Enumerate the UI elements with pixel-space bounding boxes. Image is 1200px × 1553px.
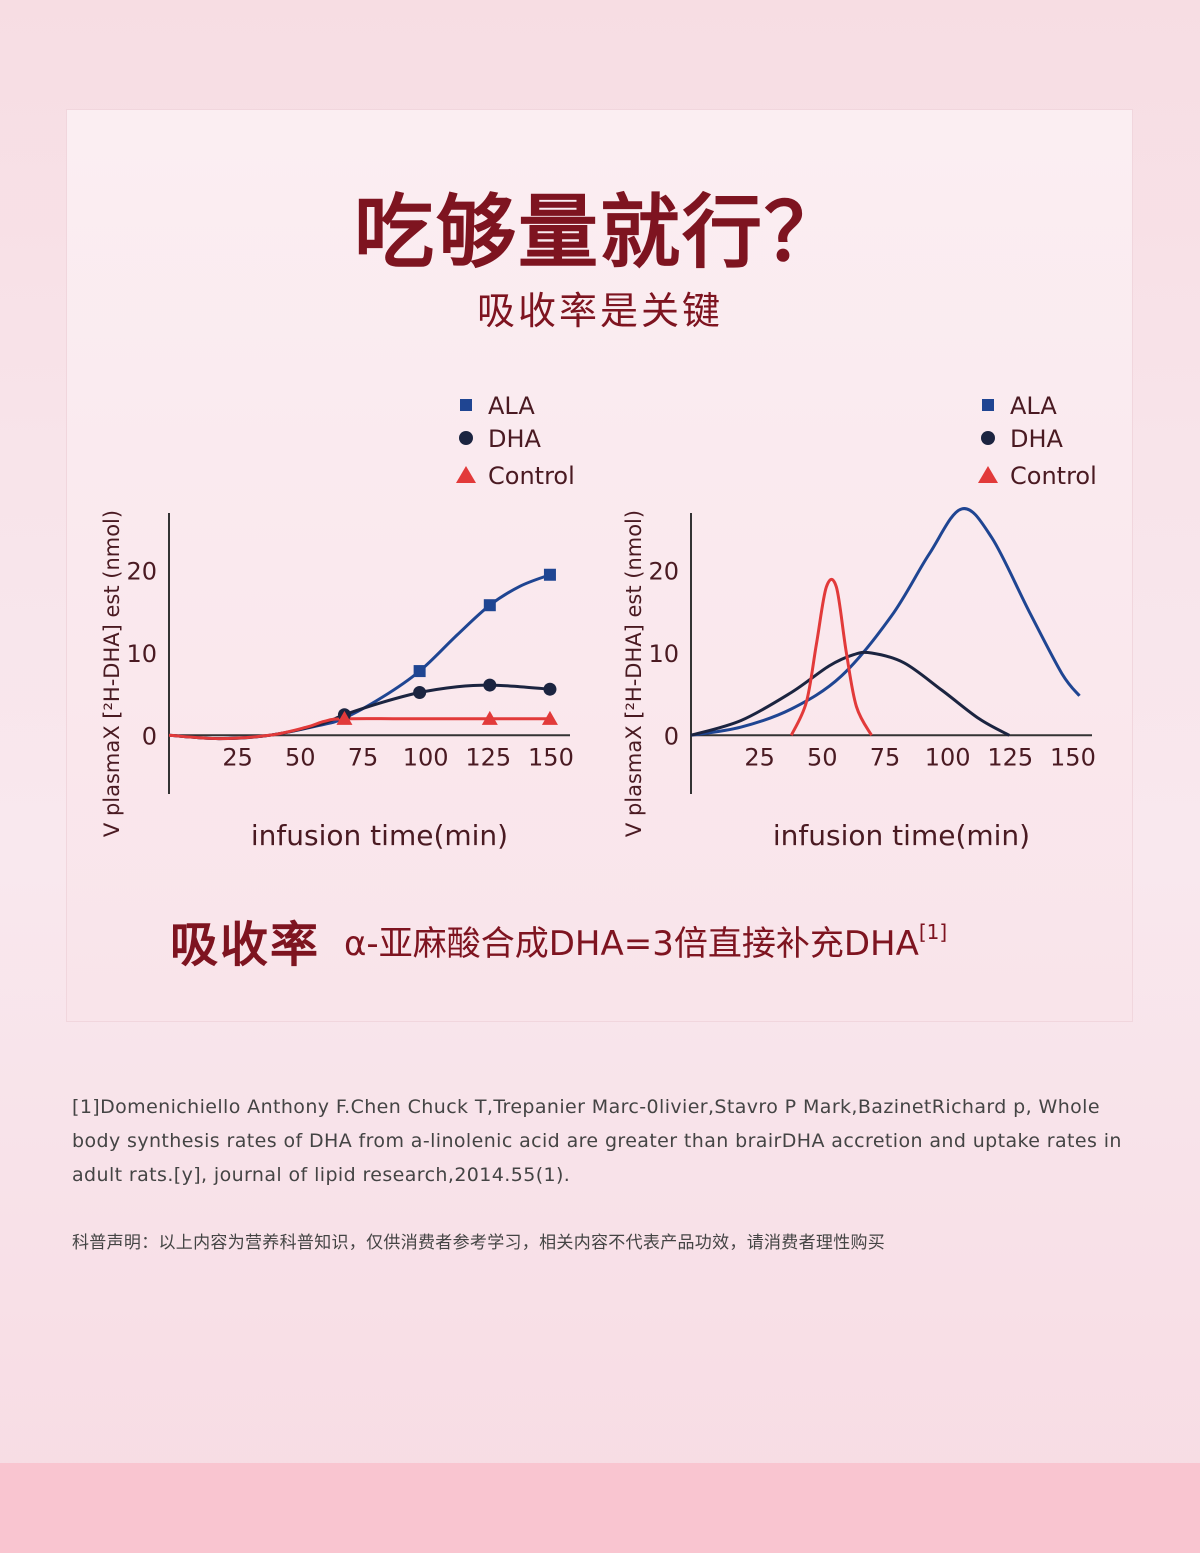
page-title: 吃够量就行？ (354, 186, 846, 279)
x-tick-label: 150 (528, 743, 574, 771)
y-tick-label: 10 (126, 640, 157, 668)
x-tick-label: 25 (222, 743, 253, 771)
legend-marker-dha (981, 431, 995, 445)
conclusion-line: 吸收率 α-亚麻酸合成DHA=3倍直接补充DHA[1] (170, 905, 1070, 975)
conclusion-ref: [1] (918, 919, 948, 944)
legend-label: Control (1010, 462, 1097, 490)
x-tick-label: 100 (403, 743, 449, 771)
marker-ala (413, 665, 426, 678)
marker-control (481, 710, 498, 725)
y-tick-label: 0 (664, 722, 679, 750)
x-tick-label: 25 (744, 743, 775, 771)
chart-right: 0 10 20 25 50 75 100 125 150 infusion time(min) V … (622, 392, 1097, 852)
x-tick-label: 50 (285, 743, 316, 771)
x-tick-label: 125 (465, 743, 511, 771)
legend-marker-control (978, 466, 998, 483)
marker-ala (483, 599, 496, 612)
page-subtitle: 吸收率是关键 (476, 289, 723, 333)
legend-marker-dha (459, 431, 473, 445)
marker-dha (413, 685, 427, 699)
legend-marker-control (456, 466, 476, 483)
series-line-control (789, 577, 873, 737)
marker-control (541, 710, 558, 725)
y-tick-label: 0 (142, 722, 157, 750)
marker-dha (543, 682, 557, 696)
marker-control (336, 710, 353, 725)
y-axis-label: V plasmaX [²H-DHA] est (nmol) (100, 510, 124, 837)
x-tick-label: 100 (925, 743, 971, 771)
series-line-dha (690, 650, 1011, 737)
x-tick-label: 50 (807, 743, 838, 771)
disclaimer-text: 科普声明：以上内容为营养科普知识，仅供消费者参考学习，相关内容不代表产品功效，请… (72, 1233, 886, 1253)
legend-label: DHA (488, 425, 542, 453)
legend-label: ALA (488, 392, 535, 420)
conclusion-text-body: α-亚麻酸合成DHA=3倍直接补充DHA (344, 923, 919, 964)
x-axis-label: infusion time(min) (251, 819, 508, 852)
conclusion-text: α-亚麻酸合成DHA=3倍直接补充DHA[1] (344, 920, 947, 964)
legend-label: Control (488, 462, 575, 490)
legend-label: ALA (1010, 392, 1057, 420)
x-tick-label: 150 (1050, 743, 1096, 771)
series-line-control (168, 717, 550, 741)
y-tick-label: 20 (126, 558, 157, 586)
series-line-ala (690, 507, 1081, 737)
content-card (66, 109, 1133, 1022)
x-axis-label: infusion time(min) (773, 819, 1030, 852)
marker-dha (483, 678, 497, 692)
x-tick-label: 75 (870, 743, 901, 771)
bottom-band (0, 1463, 1200, 1553)
legend-marker-ala (460, 399, 472, 411)
x-tick-label: 75 (348, 743, 379, 771)
y-axis-label: V plasmaX [²H-DHA] est (nmol) (622, 510, 646, 837)
y-tick-label: 20 (648, 558, 679, 586)
legend-marker-ala (982, 399, 994, 411)
legend-label: DHA (1010, 425, 1064, 453)
y-tick-label: 10 (648, 640, 679, 668)
conclusion-key: 吸收率 (170, 917, 321, 973)
reference-text: [1]Domenichiello Anthony F.Chen Chuck T,… (72, 1096, 1122, 1186)
marker-ala (543, 568, 556, 581)
chart-left: 0 10 20 25 50 75 100 125 150 infusion time(min) V … (100, 392, 575, 852)
x-tick-label: 125 (987, 743, 1033, 771)
